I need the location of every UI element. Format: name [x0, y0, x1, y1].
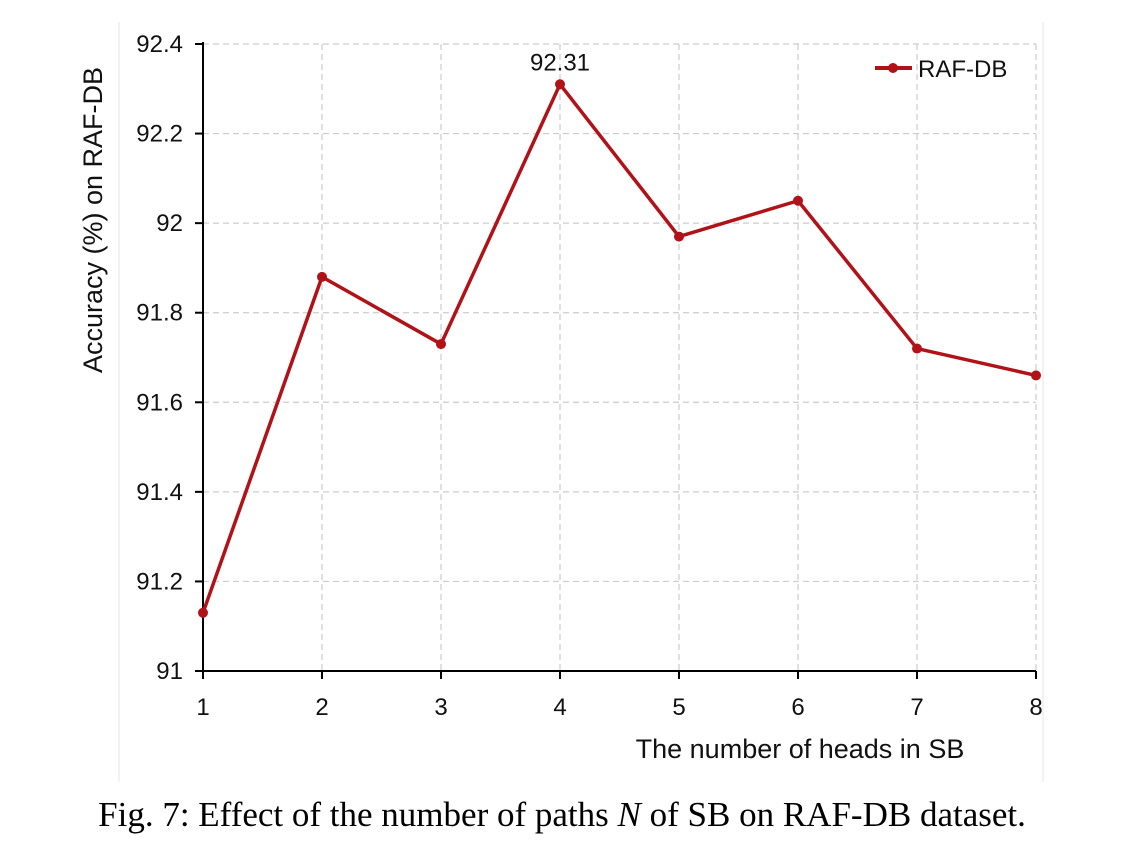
y-tick-label: 91.4 — [136, 479, 183, 506]
x-tick-label: 4 — [553, 694, 566, 721]
caption-prefix: Fig. 7: Effect of the number of paths — [98, 795, 618, 834]
x-tick-label: 5 — [672, 694, 685, 721]
figure-caption: Fig. 7: Effect of the number of paths N … — [0, 795, 1124, 835]
series-line-raf-db — [201, 82, 1037, 614]
x-tick-label: 3 — [434, 694, 447, 721]
data-point — [793, 195, 803, 206]
data-point — [1031, 370, 1041, 381]
data-point — [912, 343, 922, 354]
tick-labels: 91 91.2 91.4 91.6 91.8 92 92.2 92.4 1 2 3 4 5 6 7 8 — [136, 31, 1042, 721]
y-tick-label: 91.6 — [136, 389, 183, 416]
caption-suffix: of SB on RAF-DB dataset. — [640, 795, 1026, 834]
grid — [203, 43, 1037, 671]
caption-variable: N — [617, 795, 641, 834]
legend: RAF-DB — [875, 56, 1007, 83]
data-point — [674, 231, 684, 242]
data-point — [317, 271, 327, 282]
x-tick-label: 2 — [315, 694, 328, 721]
legend-label-raf-db: RAF-DB — [918, 56, 1007, 83]
y-tick-label: 91.8 — [136, 300, 183, 327]
y-tick-label: 92 — [156, 210, 183, 237]
x-axis-title: The number of heads in SB — [636, 734, 965, 764]
y-tick-label: 91 — [156, 658, 183, 685]
y-axis-title: Accuracy (%) on RAF-DB — [78, 67, 108, 373]
x-tick-label: 8 — [1029, 694, 1042, 721]
legend-marker — [888, 63, 898, 73]
x-tick-label: 7 — [910, 694, 923, 721]
series-layer: 92.31 — [198, 49, 1041, 618]
data-label: 92.31 — [530, 49, 590, 76]
y-tick-label: 92.2 — [136, 121, 183, 148]
axes — [195, 42, 1037, 679]
x-tick-label: 6 — [791, 694, 804, 721]
data-point — [436, 339, 446, 350]
data-point — [198, 607, 208, 618]
y-tick-label: 91.2 — [136, 568, 183, 595]
y-tick-label: 92.4 — [136, 31, 183, 58]
data-point — [555, 79, 565, 90]
x-tick-label: 1 — [196, 694, 209, 721]
